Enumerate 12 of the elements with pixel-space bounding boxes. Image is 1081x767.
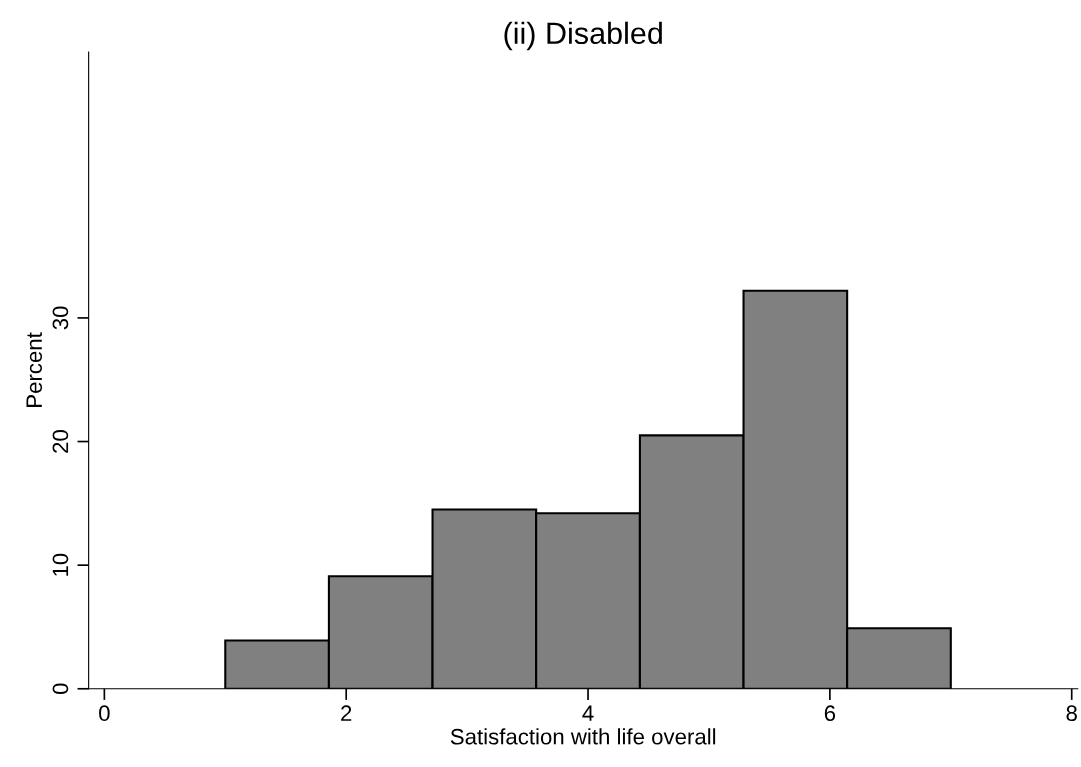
y-axis-title: Percent bbox=[26, 332, 43, 407]
y-tick-label: 10 bbox=[52, 553, 69, 576]
x-tick-label: 2 bbox=[341, 705, 352, 721]
x-axis-title: Satisfaction with life overall bbox=[450, 728, 716, 745]
y-tick-label: 30 bbox=[52, 306, 69, 330]
x-tick-label: 4 bbox=[582, 705, 594, 721]
y-tick-label: 20 bbox=[52, 430, 69, 453]
x-tick-label: 8 bbox=[1066, 705, 1077, 722]
chart-title: (ii) Disabled bbox=[504, 21, 662, 51]
x-tick-label: 0 bbox=[99, 705, 110, 722]
x-tick-label: 6 bbox=[824, 705, 836, 722]
y-tick-label: 0 bbox=[52, 683, 69, 695]
